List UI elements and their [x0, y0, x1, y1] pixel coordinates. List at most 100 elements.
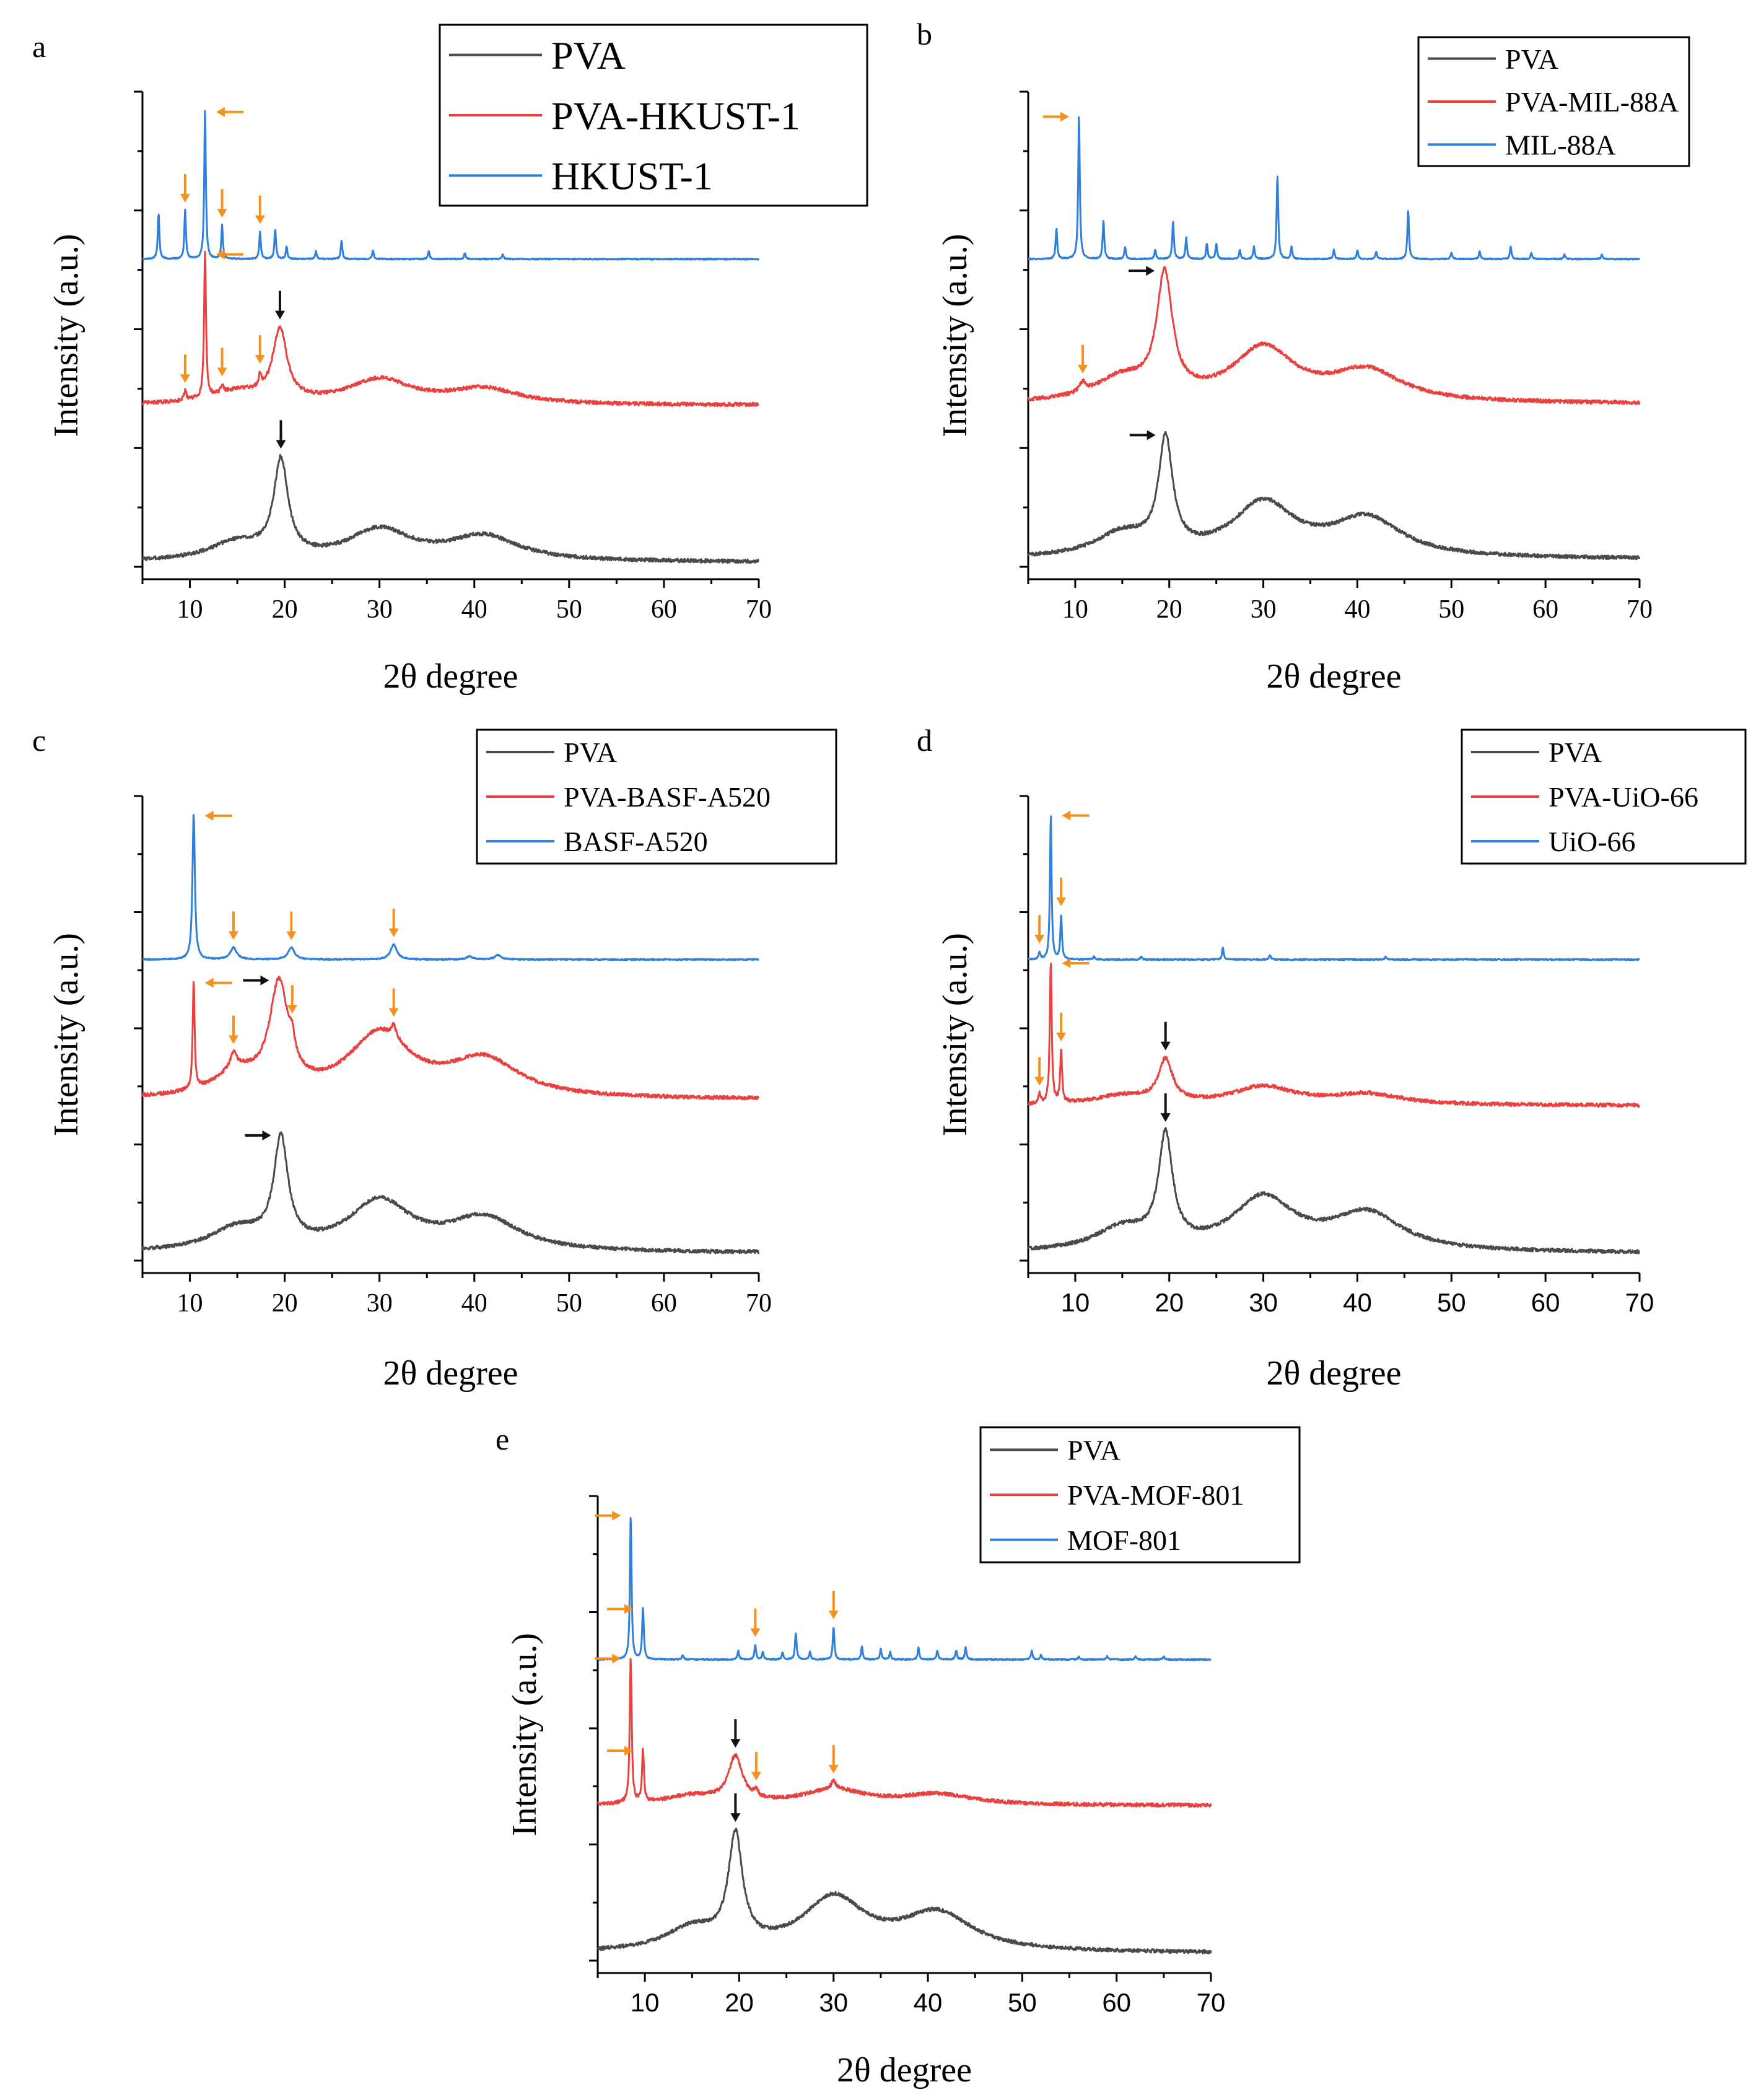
x-tick-label: 50 [556, 595, 582, 624]
x-tick-label: 40 [914, 1988, 943, 2017]
peak-arrow [216, 249, 244, 260]
legend-entry: PVA-MOF-801 [1067, 1479, 1244, 1511]
panel-a: a 10 20 30 40 50 60 70 2θ degree Intensity (a.u.)… [32, 24, 868, 696]
x-axis-title: 2θ degree [1266, 1354, 1401, 1393]
series-line-uio-66 [1027, 815, 1640, 961]
legend-entry: MIL-88A [1505, 129, 1616, 160]
peak-arrow [228, 911, 238, 940]
peak-arrow [1062, 958, 1090, 968]
peak-arrow [607, 1746, 634, 1756]
peak-arrow [388, 908, 399, 937]
peak-arrow [828, 1590, 839, 1619]
x-tick-label: 50 [556, 1289, 582, 1318]
series-line-pva [141, 453, 759, 564]
x-tick-label: 10 [1062, 595, 1088, 624]
x-tick-label: 20 [1155, 1288, 1184, 1317]
peak-arrow [1056, 1012, 1067, 1041]
peak-arrow [1078, 344, 1088, 374]
peak-arrow [1129, 430, 1156, 440]
x-tick-label: 40 [461, 1289, 487, 1318]
peak-arrow [730, 1793, 741, 1822]
peak-arrow [255, 195, 265, 224]
peak-arrow [828, 1744, 839, 1774]
y-axis-title: Intensity (a.u.) [47, 933, 85, 1136]
x-tick-label: 60 [1531, 1288, 1560, 1317]
peak-arrow [595, 1510, 621, 1521]
x-tick-label: 20 [272, 1289, 298, 1318]
series-line-mof-801 [596, 1517, 1212, 1661]
panel-e: e 10 20 30 40 50 60 70 2θ degree Intensity (a.u.)… [496, 1422, 1301, 2089]
series-line-pva-hkust-1 [141, 250, 760, 408]
series-line-pva-mof-801 [596, 1658, 1212, 1808]
y-axis-title: Intensity (a.u.) [505, 1633, 544, 1836]
legend: PVA PVA-MIL-88A MIL-88A [1417, 36, 1690, 167]
panel-label: e [496, 1422, 509, 1456]
peak-arrow [243, 975, 269, 986]
legend-entry: PVA [551, 33, 626, 77]
peak-arrow [245, 1130, 271, 1140]
x-tick-label: 50 [1438, 595, 1464, 624]
x-tick-label: 30 [1249, 1288, 1278, 1317]
legend: PVA PVA-UiO-66 UiO-66 [1461, 728, 1747, 865]
x-tick-label: 60 [651, 595, 677, 624]
x-tick-label: 70 [746, 1289, 772, 1318]
series-line-pva-mil-88a [1027, 266, 1641, 405]
peak-arrow [1042, 112, 1069, 122]
x-tick-label: 30 [1251, 595, 1277, 624]
peak-arrow [217, 189, 227, 218]
peak-arrow [180, 173, 190, 203]
peak-arrow [595, 1653, 621, 1664]
legend-entry: PVA-BASF-A520 [564, 781, 771, 813]
legend-entry: BASF-A520 [564, 826, 708, 857]
peak-arrow [255, 335, 265, 364]
peak-arrow [204, 978, 232, 988]
peak-arrow [388, 988, 399, 1017]
panel-b: b 10 20 30 40 50 60 70 2θ degree Intensity (a.u.)… [917, 17, 1690, 696]
legend-entry: PVA-UiO-66 [1549, 781, 1698, 813]
series-line-pva [596, 1827, 1212, 1954]
peak-arrow [1129, 266, 1155, 276]
series-line-mil-88a [1028, 116, 1641, 261]
panel-c: c 10 20 30 40 50 60 70 2θ degree Intensity (a.u.)… [32, 723, 837, 1393]
peak-arrow [216, 107, 244, 117]
legend-entry: PVA-HKUST-1 [551, 94, 800, 138]
peak-arrow [1034, 915, 1045, 944]
x-tick-label: 50 [1437, 1288, 1466, 1317]
y-axis-title: Intensity (a.u.) [47, 234, 85, 437]
legend-entry: MOF-801 [1067, 1525, 1181, 1556]
legend-entry: PVA-MIL-88A [1505, 86, 1679, 118]
peak-arrow [730, 1719, 741, 1748]
series-line-basf-a520 [142, 814, 759, 961]
x-tick-label: 60 [651, 1289, 677, 1318]
x-tick-label: 20 [272, 595, 298, 624]
peak-arrow [1034, 1057, 1045, 1086]
x-tick-label: 30 [367, 595, 393, 624]
x-tick-label: 40 [461, 595, 487, 624]
x-tick-label: 50 [1008, 1988, 1037, 2017]
x-axis-title: 2θ degree [837, 2051, 972, 2089]
x-tick-label: 60 [1532, 595, 1558, 624]
panel-d: d 10 20 30 40 50 60 70 2θ degree Intensity (a.u.)… [917, 723, 1747, 1393]
x-tick-label: 10 [177, 595, 203, 624]
x-tick-label: 30 [819, 1988, 848, 2017]
x-tick-label: 70 [1627, 595, 1653, 624]
x-tick-label: 10 [631, 1988, 660, 2017]
x-tick-label: 60 [1102, 1988, 1131, 2017]
series-line-pva [141, 1131, 760, 1254]
peak-arrow [180, 354, 190, 383]
peak-arrow [750, 1608, 761, 1637]
x-axis-title: 2θ degree [1266, 657, 1401, 696]
legend-entry: PVA [564, 737, 617, 768]
legend-entry: UiO-66 [1549, 826, 1636, 857]
legend-entry: PVA [1067, 1434, 1120, 1466]
x-tick-label: 70 [1197, 1988, 1226, 2017]
x-axis-title: 2θ degree [383, 657, 518, 696]
peak-arrow [607, 1604, 634, 1614]
x-tick-label: 10 [177, 1289, 203, 1318]
y-axis-title: Intensity (a.u.) [936, 234, 974, 437]
panel-label: a [32, 29, 46, 64]
legend: PVA PVA-HKUST-1 HKUST-1 [439, 24, 868, 207]
legend-entry: PVA [1505, 43, 1558, 75]
x-tick-label: 70 [746, 595, 772, 624]
x-tick-label: 70 [1625, 1288, 1654, 1317]
